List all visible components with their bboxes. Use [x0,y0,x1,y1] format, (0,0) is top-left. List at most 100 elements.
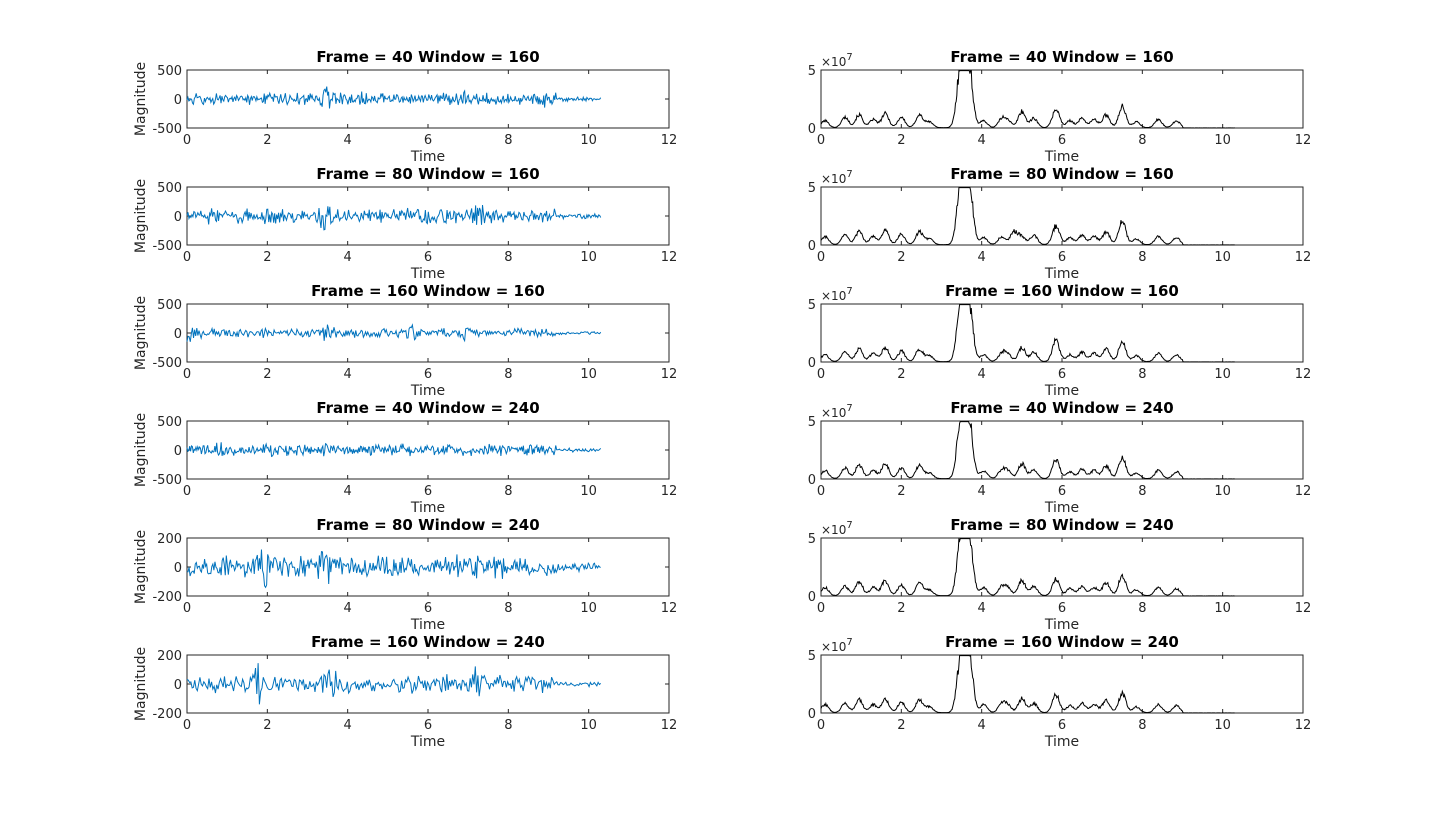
y-axis-label: Magnitude [133,179,149,253]
subplot-title: Frame = 160 Window = 160 [945,282,1179,300]
y-tick-label: 0 [174,210,182,225]
x-tick-label: 12 [1295,601,1312,616]
x-tick-label: 0 [183,367,191,382]
x-tick-label: 4 [344,367,352,382]
x-tick-label: 6 [1058,484,1066,499]
x-tick-label: 6 [1058,601,1066,616]
y-tick-label: 0 [808,356,816,371]
y-tick-label: -500 [152,239,182,254]
x-tick-label: 6 [424,367,432,382]
y-tick-label: 0 [808,122,816,137]
x-tick-label: 2 [263,250,271,265]
series-line [820,187,1235,246]
x-tick-label: 10 [1214,133,1231,148]
x-tick-label: 12 [661,367,678,382]
axes-box [186,420,670,480]
y-scale-exponent: ×107 [821,52,853,69]
y-tick-label: 5 [808,415,816,430]
x-tick-label: 12 [1295,133,1312,148]
x-tick-label: 10 [580,601,597,616]
x-tick-label: 0 [817,133,825,148]
x-tick-label: 8 [504,601,512,616]
x-tick-label: 6 [424,250,432,265]
x-tick-label: 12 [1295,367,1312,382]
y-tick-label: 200 [157,649,182,664]
x-tick-label: 8 [504,250,512,265]
x-axis-label: Time [410,734,445,750]
y-tick-label: 5 [808,532,816,547]
y-scale-exponent: ×107 [821,520,853,537]
x-tick-label: 8 [504,367,512,382]
x-axis-label: Time [1044,734,1079,750]
series-line [186,323,602,343]
x-tick-label: 0 [817,250,825,265]
y-tick-label: 5 [808,64,816,79]
x-tick-label: 8 [504,718,512,733]
x-tick-label: 6 [424,601,432,616]
x-tick-label: 4 [344,601,352,616]
x-axis-label: Time [410,266,445,282]
x-tick-label: 4 [344,250,352,265]
x-tick-label: 0 [817,484,825,499]
y-scale-exponent: ×107 [821,637,853,654]
x-tick-label: 0 [817,367,825,382]
series-line [186,205,602,231]
y-tick-label: 0 [174,444,182,459]
subplot-12: Frame = 160 Window = 240 0 2 4 6 8 10 12 5 0 Time ×… [808,633,1312,750]
subplot-title: Frame = 160 Window = 160 [311,282,545,300]
axes-box [820,186,1304,246]
subplot-title: Frame = 80 Window = 240 [316,516,539,534]
y-tick-label: 500 [157,415,182,430]
x-tick-label: 2 [897,601,905,616]
x-axis-label: Time [410,149,445,165]
x-tick-label: 2 [263,367,271,382]
series-line [820,304,1235,363]
x-tick-label: 8 [1138,367,1146,382]
x-tick-label: 12 [1295,718,1312,733]
x-axis-label: Time [410,383,445,399]
y-axis-label: Magnitude [133,62,149,136]
x-tick-label: 2 [897,250,905,265]
x-tick-label: 12 [661,133,678,148]
y-tick-label: 0 [174,561,182,576]
x-tick-label: 6 [1058,718,1066,733]
subplot-title: Frame = 80 Window = 160 [316,165,539,183]
series-line [186,86,602,109]
x-tick-label: 10 [580,250,597,265]
x-tick-label: 4 [978,133,986,148]
y-tick-label: 500 [157,181,182,196]
x-tick-label: 4 [978,484,986,499]
x-tick-label: 10 [580,367,597,382]
y-scale-exponent: ×107 [821,403,853,420]
y-tick-label: -200 [152,707,182,722]
y-tick-label: -200 [152,590,182,605]
axes-box [820,420,1304,480]
series-line [820,538,1235,597]
axes-box [820,654,1304,714]
subplot-10: Frame = 40 Window = 240 0 2 4 6 8 10 12 5 0 Time ×1… [808,399,1312,516]
subplot-title: Frame = 80 Window = 240 [950,516,1173,534]
x-tick-label: 10 [1214,367,1231,382]
subplot-title: Frame = 160 Window = 240 [311,633,545,651]
y-scale-exponent: ×107 [821,286,853,303]
subplot-9: Frame = 160 Window = 160 0 2 4 6 8 10 12 5 0 Time ×… [808,282,1312,399]
x-tick-label: 12 [1295,484,1312,499]
x-tick-label: 4 [978,250,986,265]
y-tick-label: 0 [808,590,816,605]
y-tick-label: 200 [157,532,182,547]
x-tick-label: 6 [1058,133,1066,148]
x-tick-label: 4 [344,484,352,499]
y-tick-label: -500 [152,356,182,371]
series-line [820,654,1235,714]
y-tick-label: -500 [152,473,182,488]
series-line [186,549,601,589]
axes-box [820,69,1304,129]
x-tick-label: 4 [344,133,352,148]
x-tick-label: 4 [978,718,986,733]
x-tick-label: 12 [661,484,678,499]
y-tick-label: -500 [152,122,182,137]
